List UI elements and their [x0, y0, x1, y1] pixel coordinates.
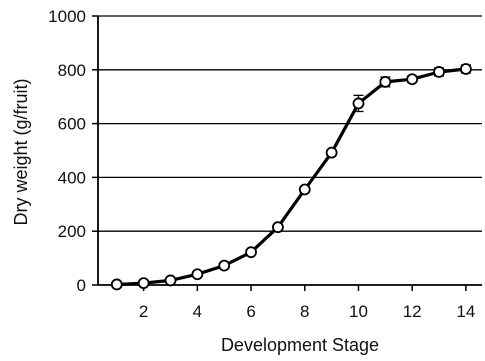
data-point [352, 97, 365, 110]
data-point [191, 268, 204, 281]
data-point [325, 146, 338, 159]
data-point [110, 278, 123, 291]
data-point [459, 63, 472, 75]
data-point [164, 274, 177, 287]
y-tick-label: 800 [58, 61, 86, 80]
data-series [110, 63, 472, 291]
x-axis-title: Development Stage [221, 335, 379, 355]
x-tick-label: 14 [456, 302, 475, 321]
x-tick-label: 2 [139, 302, 148, 321]
data-point [379, 76, 392, 88]
x-tick-label: 8 [300, 302, 309, 321]
y-tick-label: 0 [77, 276, 86, 295]
x-tick-label: 12 [403, 302, 422, 321]
y-tick-label: 400 [58, 168, 86, 187]
x-tick-label: 6 [246, 302, 255, 321]
data-point [406, 73, 419, 86]
gridlines [98, 15, 482, 232]
data-point [245, 246, 257, 259]
data-point [137, 277, 150, 290]
axes [92, 15, 482, 291]
y-axis-title: Dry weight (g/fruit) [11, 78, 31, 225]
x-tick-label: 4 [193, 302, 202, 321]
data-point [218, 259, 231, 272]
data-point [272, 221, 284, 234]
x-tick-label: 10 [349, 302, 368, 321]
y-tick-label: 1000 [48, 7, 86, 26]
tick-labels: 0 200 400 600 800 1000 2 4 6 8 10 12 14 [48, 7, 475, 321]
y-tick-label: 200 [58, 222, 86, 241]
y-tick-label: 600 [58, 115, 86, 134]
data-point [433, 66, 445, 78]
data-point [298, 183, 311, 196]
